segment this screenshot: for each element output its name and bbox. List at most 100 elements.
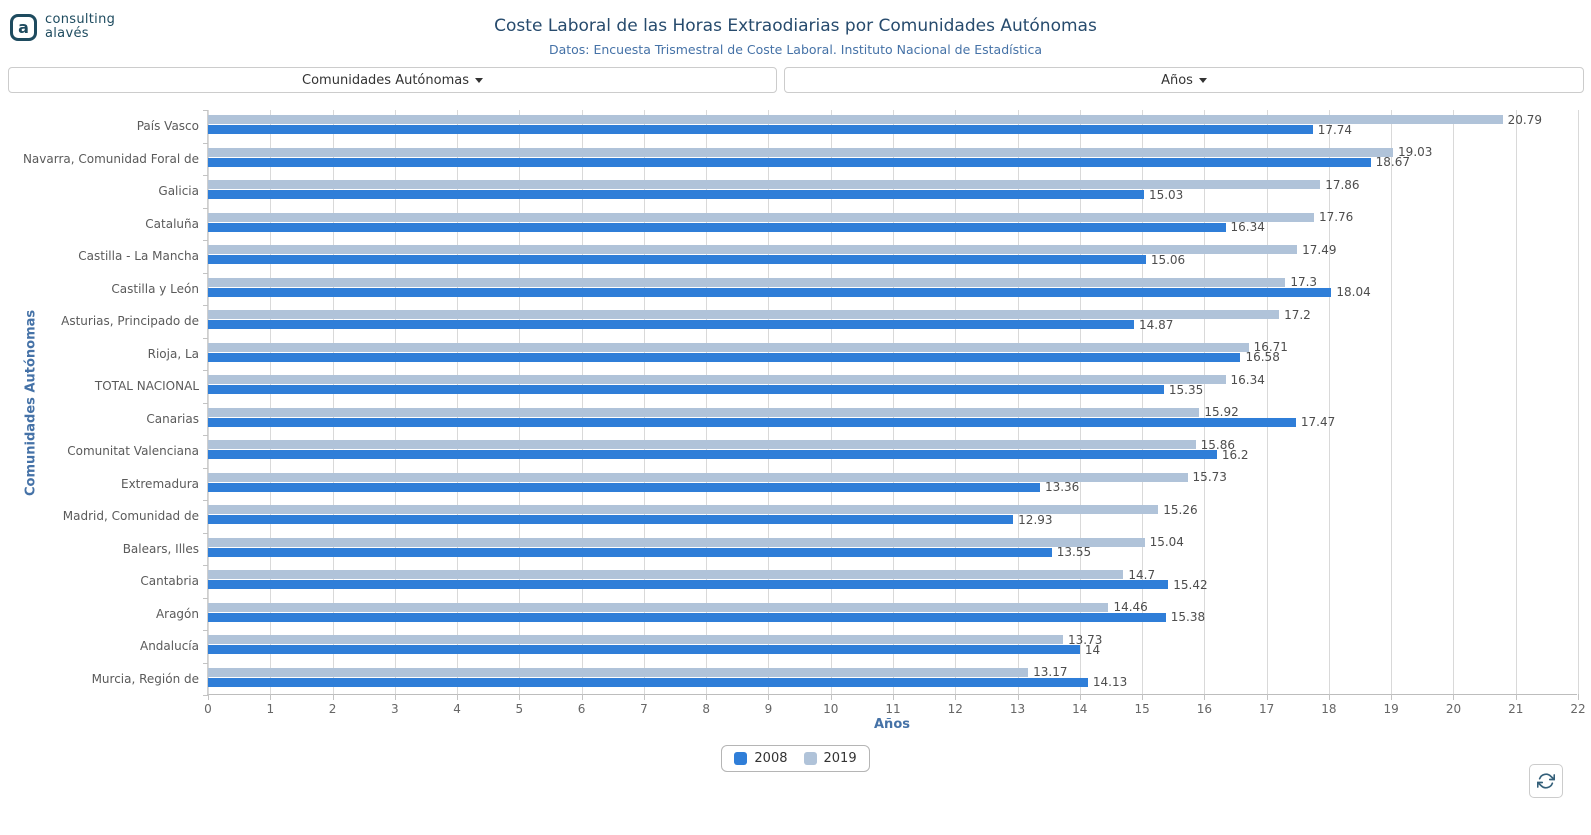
value-label: 19.03 (1398, 145, 1433, 159)
bar-2019[interactable] (208, 115, 1503, 124)
bar-2019[interactable] (208, 472, 1188, 482)
bar-2019[interactable] (208, 375, 1226, 384)
y-tick-mark (203, 532, 208, 534)
category-label: Cataluña (145, 216, 199, 231)
bar-2019[interactable] (208, 440, 1196, 449)
filter-row: Comunidades Autónomas Años (8, 67, 1584, 93)
y-tick-mark (203, 662, 208, 664)
bar-2008[interactable] (208, 547, 1052, 557)
x-tick-label: 4 (453, 702, 461, 716)
logo-letter: a (18, 17, 29, 37)
value-label: 13.55 (1056, 545, 1092, 559)
bar-2008[interactable] (208, 612, 1166, 622)
bar-2019[interactable] (208, 570, 1124, 579)
bar-2008[interactable] (208, 222, 1226, 232)
bar-2019[interactable] (208, 310, 1280, 319)
bar-2008[interactable] (208, 190, 1144, 199)
bar-2019[interactable] (208, 147, 1394, 157)
bar-2008[interactable] (208, 255, 1146, 264)
bar-2008[interactable] (208, 385, 1164, 394)
refresh-icon (1537, 773, 1555, 789)
x-tick-label: 13 (1009, 702, 1026, 716)
x-tick-mark (270, 694, 272, 700)
legend-label: 2019 (823, 751, 857, 766)
y-tick-mark (203, 240, 208, 241)
legend-swatch (803, 752, 817, 765)
x-tick-label: 18 (1321, 702, 1337, 716)
x-axis-title: Años (874, 717, 910, 732)
bar-2008[interactable] (208, 645, 1080, 654)
y-tick-mark (203, 272, 208, 274)
value-label: 15.42 (1173, 577, 1208, 592)
bar-2019[interactable] (208, 505, 1159, 514)
x-gridline (581, 110, 583, 694)
value-label: 17.2 (1284, 307, 1311, 322)
page-subtitle: Datos: Encuesta Trismestral de Coste Lab… (548, 42, 1043, 57)
bar-2008[interactable] (208, 677, 1088, 687)
x-tick-label: 12 (947, 702, 963, 716)
y-tick-mark (203, 467, 208, 469)
x-tick-mark (332, 694, 334, 700)
bar-2008[interactable] (208, 580, 1169, 589)
bar-2008[interactable] (208, 450, 1217, 459)
chevron-down-icon (1198, 77, 1207, 83)
category-label: Andalucía (139, 639, 199, 654)
x-tick-mark (1142, 694, 1144, 700)
legend-swatch (734, 752, 748, 765)
chevron-down-icon (474, 77, 483, 83)
bar-2019[interactable] (208, 245, 1298, 254)
refresh-button[interactable] (1529, 764, 1563, 798)
bar-2008[interactable] (208, 125, 1313, 134)
category-label: Castilla y León (111, 281, 199, 296)
bar-2019[interactable] (208, 180, 1321, 189)
x-gridline (1578, 110, 1579, 694)
bar-2008[interactable] (208, 157, 1371, 167)
bar-2008[interactable] (208, 417, 1296, 427)
y-axis-title: Comunidades Autónomas (23, 309, 39, 496)
x-tick-label: 5 (515, 702, 524, 716)
x-gridline (457, 110, 459, 694)
value-label: 17.76 (1318, 210, 1354, 224)
bar-2019[interactable] (208, 212, 1314, 222)
bar-2008[interactable] (208, 482, 1040, 492)
x-tick-mark (830, 694, 832, 700)
bar-2008[interactable] (208, 287, 1332, 297)
bar-2019[interactable] (208, 602, 1109, 612)
value-label: 15.26 (1163, 502, 1198, 517)
bar-2019[interactable] (208, 667, 1029, 677)
value-label: 16.34 (1230, 372, 1265, 387)
x-tick-mark (1391, 694, 1393, 700)
years-dropdown[interactable]: Años (784, 67, 1584, 93)
communities-dropdown[interactable]: Comunidades Autónomas (8, 67, 777, 93)
value-label: 13.73 (1068, 632, 1103, 647)
bar-2019[interactable] (208, 407, 1200, 417)
value-label: 18.04 (1336, 285, 1371, 299)
bar-2019[interactable] (208, 277, 1286, 287)
value-label: 18.67 (1375, 155, 1410, 169)
x-tick-label: 2 (328, 702, 337, 716)
x-tick-mark (457, 694, 459, 700)
bar-2019[interactable] (208, 635, 1063, 644)
value-label: 13.17 (1033, 665, 1068, 679)
bar-2019[interactable] (208, 342, 1249, 352)
legend-item-2008[interactable]: 2008 (734, 751, 788, 766)
bar-2008[interactable] (208, 515, 1014, 524)
x-tick-label: 22 (1570, 702, 1586, 716)
x-tick-mark (1578, 694, 1579, 700)
x-tick-mark (706, 694, 708, 700)
value-label: 14.7 (1128, 567, 1156, 582)
x-gridline (1391, 110, 1393, 694)
x-gridline (1328, 110, 1330, 694)
y-tick-mark (203, 695, 208, 696)
category-label: Murcia, Región de (91, 671, 199, 686)
x-tick-label: 14 (1072, 702, 1088, 716)
bar-2008[interactable] (208, 320, 1134, 329)
years-dropdown-label: Años (1161, 72, 1193, 88)
bar-2019[interactable] (208, 537, 1145, 547)
legend-item-2019[interactable]: 2019 (803, 751, 857, 766)
category-label: Madrid, Comunidad de (62, 509, 199, 524)
x-tick-label: 15 (1134, 702, 1150, 716)
bar-2008[interactable] (208, 352, 1241, 362)
x-tick-label: 6 (577, 702, 586, 716)
x-gridline (1142, 110, 1144, 694)
